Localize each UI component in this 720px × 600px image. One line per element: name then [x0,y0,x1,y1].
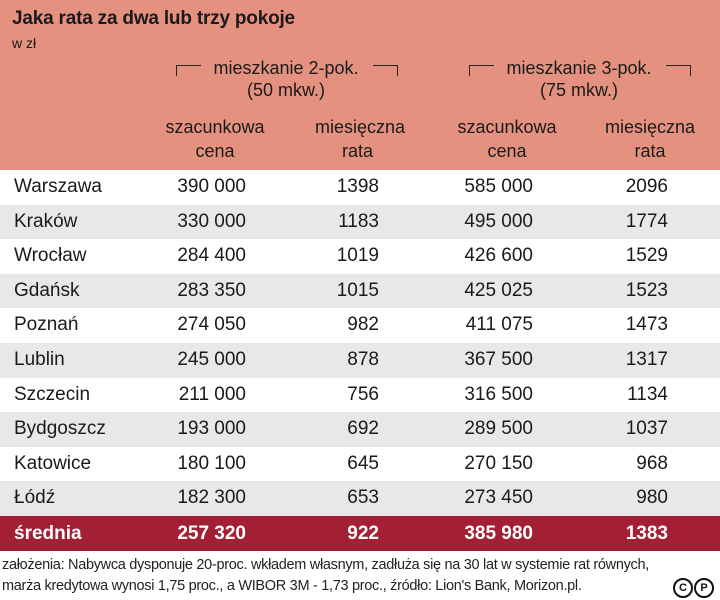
column-header-rate-3: miesięczna rata [604,117,696,161]
table-row: Katowice 180 100 645 270 150 968 [0,446,720,482]
rate-2-room: 1183 [338,210,379,232]
page-title: Jaka rata za dwa lub trzy pokoje [12,8,295,29]
table-body: Warszawa 390 000 1398 585 000 2096 Krakó… [0,170,720,516]
rate-3-room: 980 [636,487,668,509]
footnote-line-2: marża kredytowa wynosi 1,75 proc., a WIB… [2,578,582,594]
price-3-room: 289 500 [464,418,533,440]
price-3-room: 270 150 [464,452,533,474]
table-row: Szczecin 211 000 756 316 500 1134 [0,377,720,413]
average-price-2-room: 257 320 [177,523,246,544]
unit-label: w zł [12,35,37,51]
city-name: Kraków [14,210,78,232]
city-name: Bydgoszcz [14,418,106,440]
group-label: mieszkanie 2-pok. (50 mkw.) [213,58,359,100]
rate-3-room: 1774 [625,210,668,232]
table-row: Bydgoszcz 193 000 692 289 500 1037 [0,412,720,447]
group-header-3-room: mieszkanie 3-pok. (75 mkw.) [463,57,695,103]
average-rate-2-room: 922 [347,523,379,544]
price-2-room: 284 400 [177,245,246,267]
city-name: Katowice [14,452,92,474]
rate-2-room: 982 [347,314,379,336]
logo-c-icon: C [673,578,693,598]
rate-3-room: 1523 [625,279,668,301]
table-header: Jaka rata za dwa lub trzy pokoje w zł mi… [0,0,720,170]
price-2-room: 330 000 [177,210,246,232]
footnote-line-1: założenia: Nabywca dysponuje 20-proc. wk… [2,557,649,573]
column-header-price-2: szacunkowa cena [165,117,265,161]
city-name: Lublin [14,348,65,370]
rate-2-room: 1015 [336,279,379,301]
logo-p-icon: P [694,578,714,598]
rate-2-room: 1019 [336,245,379,267]
footnote: założenia: Nabywca dysponuje 20-proc. wk… [2,555,718,597]
price-2-room: 274 050 [177,314,246,336]
price-3-room: 426 600 [464,245,533,267]
table-row: Kraków 330 000 1183 495 000 1774 [0,204,720,240]
average-row: średnia 257 320 922 385 980 1383 [0,516,720,551]
city-name: Szczecin [14,383,91,405]
rate-3-room: 1529 [625,245,668,267]
city-name: Gdańsk [14,279,80,301]
bracket-left [469,65,494,76]
rate-2-room: 653 [347,487,379,509]
price-3-room: 273 450 [464,487,533,509]
table-row: Warszawa 390 000 1398 585 000 2096 [0,170,720,205]
bracket-left [176,65,201,76]
rate-3-room: 1317 [625,348,668,370]
price-3-room: 316 500 [464,383,533,405]
table-row: Poznań 274 050 982 411 075 1473 [0,308,720,343]
price-2-room: 211 000 [178,383,246,405]
rate-2-room: 692 [347,418,379,440]
price-3-room: 495 000 [464,210,533,232]
city-name: Łódź [14,487,56,509]
rate-3-room: 2096 [625,176,668,197]
city-name: Wrocław [14,245,87,267]
group-header-2-room: mieszkanie 2-pok. (50 mkw.) [170,57,402,103]
rate-3-room: 1473 [625,314,668,336]
rate-3-room: 968 [636,452,668,474]
table-row: Wrocław 284 400 1019 426 600 1529 [0,239,720,274]
column-header-rate-2: miesięczna rata [314,117,405,161]
table-row: Lublin 245 000 878 367 500 1317 [0,342,720,378]
price-3-room: 367 500 [464,348,533,370]
price-3-room: 425 025 [464,279,533,301]
rate-3-room: 1134 [627,383,668,405]
group-label: mieszkanie 3-pok. (75 mkw.) [506,58,652,100]
price-2-room: 193 000 [177,418,246,440]
rate-2-room: 1398 [336,176,379,197]
city-name: Warszawa [14,176,102,197]
city-name: Poznań [14,314,79,336]
rate-3-room: 1037 [625,418,668,440]
average-label: średnia [14,523,82,544]
price-2-room: 283 350 [177,279,246,301]
average-rate-3-room: 1383 [625,523,668,544]
price-3-room: 585 000 [464,176,533,197]
bracket-right [373,65,398,76]
agency-logo: C P [673,578,714,598]
column-header-price-3: szacunkowa cena [457,117,557,161]
price-2-room: 180 100 [177,452,246,474]
price-2-room: 245 000 [177,348,246,370]
price-2-room: 182 300 [177,487,246,509]
average-price-3-room: 385 980 [464,523,533,544]
rate-2-room: 756 [347,383,379,405]
table-row: Łódź 182 300 653 273 450 980 [0,481,720,516]
price-3-room: 411 075 [465,314,533,336]
rate-2-room: 645 [347,452,379,474]
price-2-room: 390 000 [177,176,246,197]
bracket-right [666,65,691,76]
rate-2-room: 878 [347,348,379,370]
table-row: Gdańsk 283 350 1015 425 025 1523 [0,273,720,309]
